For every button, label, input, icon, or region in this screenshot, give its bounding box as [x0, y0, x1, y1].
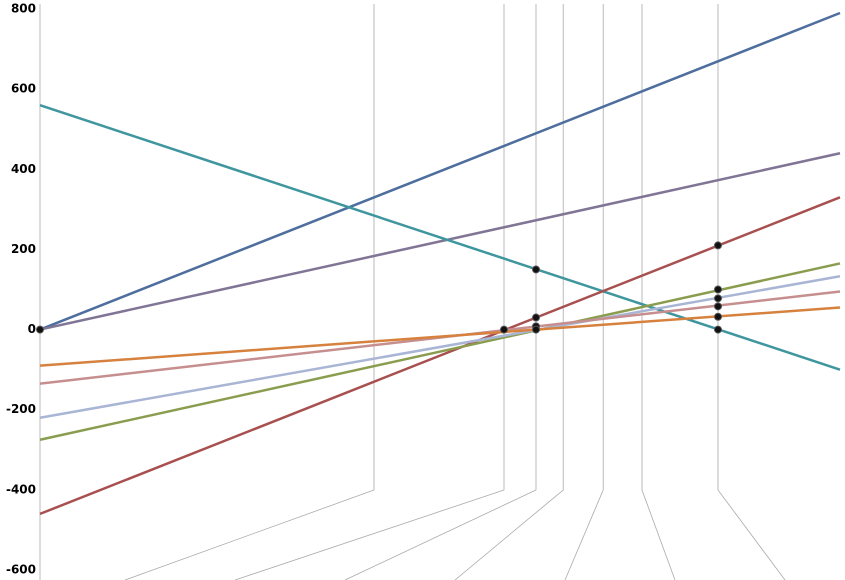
intersection-point: [714, 294, 722, 303]
series-line: [39, 306, 841, 367]
guide-line: [641, 4, 676, 580]
y-tick-label: 400: [11, 162, 36, 176]
y-tick-label: 0: [28, 322, 36, 336]
intersection-point: [36, 325, 44, 334]
guide-line: [344, 4, 537, 580]
series-line: [39, 152, 841, 331]
intersection-point: [500, 325, 508, 334]
intersection-point: [714, 285, 722, 294]
intersection-point: [532, 265, 540, 274]
guide-line: [234, 4, 505, 580]
y-tick-label: 800: [11, 2, 36, 16]
series-line: [39, 275, 841, 419]
series-line: [39, 262, 841, 441]
y-tick-label: -400: [6, 482, 36, 496]
guide-line: [564, 4, 604, 580]
y-tick-label: -600: [6, 563, 36, 577]
intersection-point: [714, 312, 722, 321]
intersection-point: [714, 302, 722, 311]
intersection-point: [532, 325, 540, 334]
series-line: [39, 103, 841, 371]
series-line: [39, 11, 841, 331]
intersection-point: [714, 325, 722, 334]
guide-line: [717, 4, 786, 580]
y-tick-label: -200: [6, 402, 36, 416]
guide-line: [454, 4, 564, 580]
intersection-point: [532, 313, 540, 322]
y-tick-label: 600: [11, 82, 36, 96]
series-line: [39, 196, 841, 516]
y-tick-label: 200: [11, 242, 36, 256]
intersection-point: [714, 241, 722, 250]
guide-line: [124, 4, 375, 580]
